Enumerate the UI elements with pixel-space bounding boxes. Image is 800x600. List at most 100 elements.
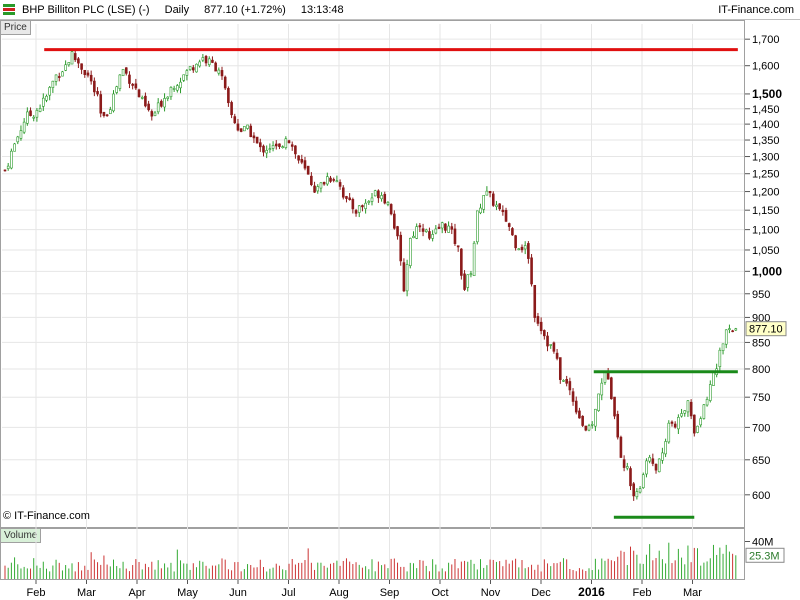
y-tick-label: 1,350 xyxy=(752,135,780,147)
candle-body xyxy=(536,316,540,324)
candle-body xyxy=(51,80,55,88)
candle-body xyxy=(252,135,256,139)
y-tick-label: 1,250 xyxy=(752,169,780,181)
candles xyxy=(3,50,738,501)
candle-body xyxy=(188,66,192,70)
candle-body xyxy=(319,182,323,189)
x-axis: Feb Mar Apr May Jun Jul Aug Sep Oct Nov Dec 2016 Feb… xyxy=(27,580,702,599)
candle-body xyxy=(185,70,189,76)
candle-body xyxy=(73,53,77,61)
candle-body xyxy=(533,284,537,318)
candle-body xyxy=(147,103,150,111)
candle-body xyxy=(16,136,20,143)
candle-body xyxy=(207,58,211,66)
candle-body xyxy=(338,182,342,187)
candle-body xyxy=(661,452,664,461)
x-tick-label: Nov xyxy=(481,587,501,599)
candle-body xyxy=(613,396,616,417)
candle-body xyxy=(70,51,74,65)
candle-body xyxy=(460,248,463,276)
candle-body xyxy=(163,98,166,108)
candle-body xyxy=(699,418,703,426)
x-tick-label: Feb xyxy=(27,587,46,599)
candle-body xyxy=(597,393,600,411)
candle-body xyxy=(341,187,345,198)
candle-body xyxy=(383,193,387,204)
candle-body xyxy=(300,158,304,163)
candle-body xyxy=(450,226,454,230)
candle-body xyxy=(6,165,10,169)
candle-body xyxy=(495,204,498,207)
candle-body xyxy=(278,143,281,147)
candle-body xyxy=(230,102,233,116)
candle-body xyxy=(121,69,125,77)
candle-body xyxy=(262,145,265,153)
candle-body xyxy=(728,328,731,330)
candle-body xyxy=(22,121,26,133)
y-tick-label: 1,000 xyxy=(752,264,782,278)
candle-body xyxy=(718,349,722,367)
candle-body xyxy=(373,190,377,197)
candle-body xyxy=(396,226,399,237)
candle-body xyxy=(361,205,364,208)
x-tick-label: 2016 xyxy=(578,585,605,599)
candle-body xyxy=(657,458,661,473)
candle-body xyxy=(568,381,572,391)
candle-body xyxy=(476,210,479,243)
candle-body xyxy=(479,207,482,214)
candle-body xyxy=(290,144,294,147)
y-tick-label: 950 xyxy=(752,289,770,301)
candle-body xyxy=(517,248,521,251)
candle-body xyxy=(472,242,476,277)
candle-body xyxy=(558,357,562,380)
candle-body xyxy=(648,456,651,462)
candle-body xyxy=(313,185,316,193)
candle-body xyxy=(523,245,527,250)
candle-body xyxy=(578,410,581,419)
candle-body xyxy=(220,70,224,77)
candle-body xyxy=(641,474,645,488)
copyright-label: © IT-Finance.com xyxy=(3,510,90,522)
candle-body xyxy=(705,399,709,406)
candle-body xyxy=(354,210,358,214)
volume-panel-label: Volume xyxy=(1,529,42,543)
candle-body xyxy=(702,404,706,419)
candle-body xyxy=(434,228,438,234)
volume-bars xyxy=(4,542,737,579)
candle-body xyxy=(463,273,466,290)
candle-body xyxy=(67,62,71,66)
time-label: 13:13:48 xyxy=(300,4,344,16)
candle-body xyxy=(437,226,441,229)
candle-body xyxy=(402,262,406,292)
candle-body xyxy=(619,436,623,458)
candle-body xyxy=(35,110,39,118)
candle-body xyxy=(603,372,607,383)
candle-body xyxy=(367,201,371,203)
candle-body xyxy=(408,238,412,266)
last-price-label: 877.10 xyxy=(749,324,783,336)
x-tick-label: Sep xyxy=(380,587,400,599)
candle-body xyxy=(616,413,620,438)
candle-body xyxy=(54,74,58,82)
x-tick-label: Mar xyxy=(683,587,702,599)
candle-body xyxy=(38,108,42,112)
candle-body xyxy=(156,102,160,113)
candle-body xyxy=(351,199,355,210)
candle-body xyxy=(549,344,553,346)
candle-body xyxy=(281,146,284,148)
y-tick-label: 750 xyxy=(752,392,770,404)
candle-body xyxy=(96,91,99,95)
candle-body xyxy=(469,273,473,276)
candle-body xyxy=(693,414,696,434)
candle-body xyxy=(610,377,613,400)
candle-body xyxy=(57,76,61,78)
candle-body xyxy=(303,160,307,169)
candle-body xyxy=(89,74,93,82)
candle-body xyxy=(13,143,16,152)
candle-body xyxy=(236,123,240,131)
candle-body xyxy=(520,246,524,251)
volume-tick-label: 40M xyxy=(752,537,773,549)
candle-body xyxy=(377,190,380,199)
candle-body xyxy=(227,88,230,104)
